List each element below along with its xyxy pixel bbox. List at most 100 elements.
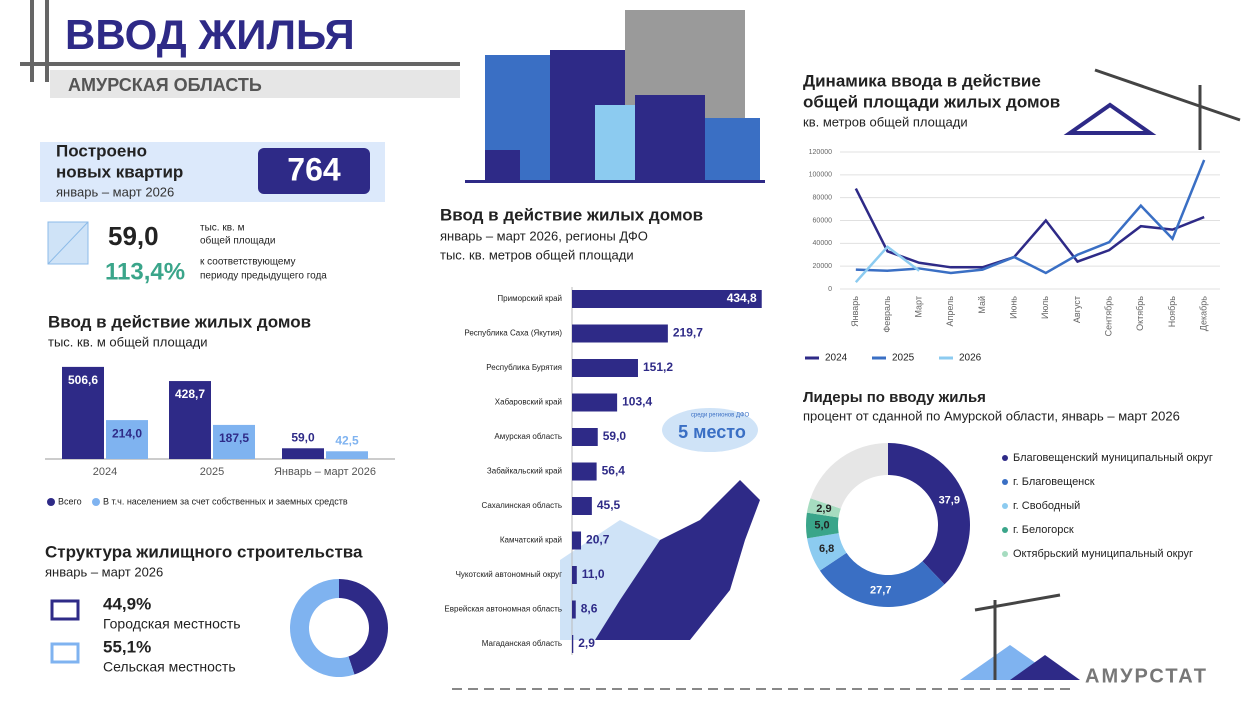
value-label: 6,8 [819,543,834,555]
y-tick-label: 100000 [809,172,832,179]
category-label: Забайкальский край [487,467,562,476]
value-label: 20,7 [586,533,610,547]
pie-slice [339,579,389,675]
chart-title: Структура жилищного строительства [45,542,363,561]
bar [282,448,324,459]
value-label: 27,7 [870,585,891,597]
bar [572,290,762,308]
chart-subtitle: тыс. кв. м общей площади [48,334,208,349]
value-label: 214,0 [112,426,142,440]
category-label: Чукотский автономный округ [456,570,563,579]
legend-marker [47,498,55,506]
value-label: 428,7 [175,387,205,401]
x-tick-label: 2024 [93,466,117,478]
value-label: 59,0 [291,430,315,444]
donut-slice [819,552,945,608]
value-label: 2,9 [578,636,595,650]
legend-marker [1002,527,1008,533]
apartments-label: новых квартир [56,162,183,181]
category-label: Республика Саха (Якутия) [464,329,562,338]
y-tick-label: 60000 [813,217,833,224]
bar [572,600,576,619]
percent-note: периоду предыдущего года [200,271,327,282]
legend-label: Благовещенский муниципальный округ [1013,452,1213,464]
bar [572,393,618,412]
legend-label: г. Белогорск [1013,524,1074,536]
value-label: 506,6 [68,373,98,387]
value-label: 56,4 [602,464,626,478]
bar [326,451,368,459]
legend-label: В т.ч. населением за счет собственных и … [103,496,348,506]
annotation-note: среди регионов ДФО [691,413,750,419]
chart-title: Динамика ввода в действие [803,71,1041,90]
legend-label: 2025 [892,353,915,364]
bar [572,359,638,377]
category-label: Сельская местность [103,659,236,675]
legend-marker [1002,455,1008,461]
line [854,187,1205,269]
x-tick-label: Август [1072,296,1082,323]
legend-marker [1002,479,1008,485]
line [854,245,920,283]
y-tick-label: 120000 [809,149,832,156]
x-tick-label: Декабрь [1199,296,1209,331]
icon [50,599,80,621]
apartments-period: январь – март 2026 [56,184,174,199]
donut-slice [888,443,970,585]
value-label: 434,8 [727,291,757,305]
value-label: 42,5 [335,433,359,447]
value-label: 103,4 [622,395,652,409]
y-tick-label: 0 [828,286,832,293]
chart-title: Ввод в действие жилых домов [48,312,311,331]
bar [572,324,668,343]
donut-rest [810,443,888,509]
legend-label: Всего [58,496,82,506]
area-value: 59,0 [108,221,159,251]
value-label: 2,9 [816,503,831,515]
value-label: 5,0 [814,519,829,531]
area-unit: общей площади [200,235,275,247]
chart-subtitle: процент от сданной по Амурской области, … [803,408,1180,423]
value-label: 187,5 [219,431,249,445]
y-tick-label: 80000 [813,195,833,202]
percent-note: к соответствующему [200,257,295,268]
x-tick-label: Июнь [1009,296,1019,319]
bar [213,424,255,459]
category-label: Еврейская автономная область [444,605,562,614]
bar [106,420,148,459]
x-tick-label: Февраль [882,296,892,333]
line [855,159,1206,275]
apartments-label: Построено [56,141,147,160]
area-percent: 113,4% [105,258,185,285]
x-tick-label: Январь [850,296,860,327]
x-tick-label: Октябрь [1135,296,1145,331]
title: ВВОД ЖИЛЬЯ [65,11,355,58]
legend-label: 2026 [959,353,982,364]
bar [62,366,104,459]
legend-marker [1002,503,1008,509]
chart-title: Лидеры по вводу жилья [803,389,986,406]
chart-title: Ввод в действие жилых домов [440,205,703,224]
chart-subtitle: кв. метров общей площади [803,114,968,129]
x-tick-label: Апрель [945,296,955,327]
value-label: 219,7 [673,326,703,340]
legend-marker [92,498,100,506]
pie-slice [290,579,355,677]
category-label: Хабаровский край [495,398,562,407]
value-label: 11,0 [582,567,605,581]
chart-subtitle: тыс. кв. метров общей площади [440,247,634,262]
x-tick-label: Март [914,296,924,318]
legend-label: г. Благовещенск [1013,476,1095,488]
bar [572,497,592,515]
bar [572,531,582,550]
value-label: 44,9% [103,594,151,613]
legend-label: Октябрьский муниципальный округ [1013,548,1193,560]
decor [20,0,1241,690]
x-tick-label: 2025 [200,466,224,478]
chart-title: общей площади жилых домов [803,92,1060,111]
y-tick-label: 40000 [813,240,833,247]
bar [572,462,597,481]
value-label: 55,1% [103,637,151,656]
legend-label: г. Свободный [1013,500,1080,512]
